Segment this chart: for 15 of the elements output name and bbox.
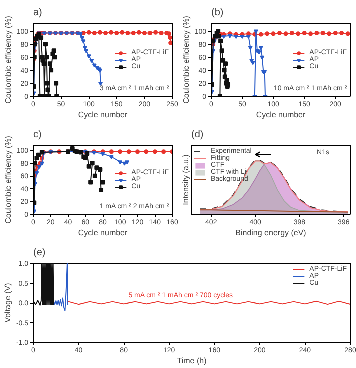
y-axis-title: Intensity (a.u.) [182, 154, 190, 206]
chart-title: (b) [212, 8, 224, 18]
chart-title: a) [34, 8, 42, 18]
chart-title: (d) [192, 130, 204, 140]
x-axis-title: Cycle number [78, 110, 128, 120]
x-axis-title: Cycle number [78, 228, 128, 238]
x-axis-title: Binding energy (eV) [236, 228, 307, 238]
y-axis-title: Coulombic efficiency (%) [4, 136, 13, 224]
x-axis-title: Cycle number [256, 110, 306, 120]
chart-title: c) [34, 130, 42, 140]
y-axis-title: Coulombic efficiency (%) [182, 16, 191, 104]
chart-title: (e) [34, 248, 46, 258]
x-axis-title: Time (h) [177, 356, 208, 366]
y-axis-title: Voltage (V) [3, 282, 12, 323]
y-axis-title: Coulombic efficiency (%) [4, 16, 13, 104]
